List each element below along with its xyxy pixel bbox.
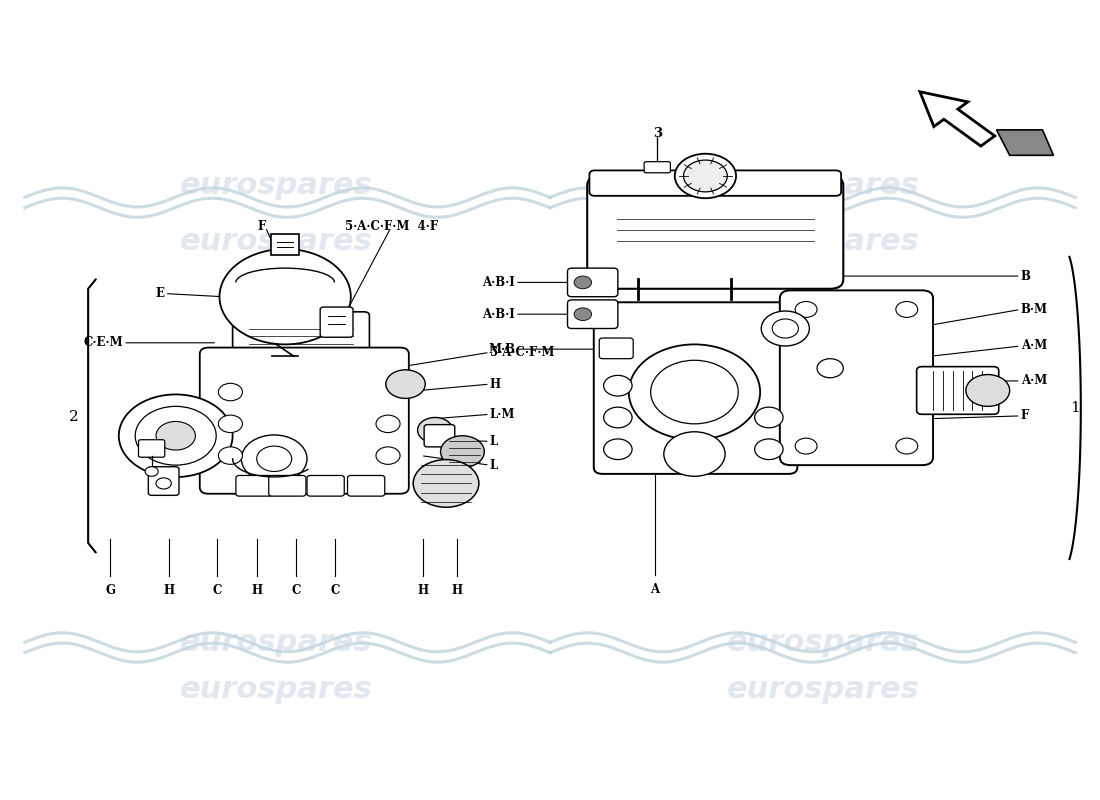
FancyBboxPatch shape [348, 475, 385, 496]
Circle shape [895, 438, 917, 454]
Text: H: H [490, 378, 500, 390]
Text: M·B: M·B [488, 342, 515, 356]
Circle shape [135, 406, 217, 465]
FancyBboxPatch shape [590, 170, 842, 196]
Text: B·M: B·M [1021, 303, 1047, 316]
FancyArrow shape [920, 92, 994, 146]
Circle shape [441, 436, 484, 467]
Text: eurospares: eurospares [180, 226, 373, 256]
Circle shape [604, 439, 632, 459]
FancyBboxPatch shape [600, 338, 634, 358]
Circle shape [674, 154, 736, 198]
Circle shape [795, 302, 817, 318]
Text: eurospares: eurospares [727, 226, 920, 256]
Circle shape [156, 478, 172, 489]
Text: B: B [1021, 270, 1031, 282]
Text: A·M: A·M [1021, 339, 1047, 353]
Circle shape [683, 160, 727, 192]
Circle shape [386, 370, 426, 398]
Text: 5·A·C·F·M: 5·A·C·F·M [490, 346, 554, 359]
Circle shape [145, 466, 158, 476]
Circle shape [817, 358, 844, 378]
Circle shape [220, 249, 351, 344]
Circle shape [755, 407, 783, 428]
Text: eurospares: eurospares [727, 628, 920, 657]
Circle shape [219, 415, 242, 433]
Polygon shape [997, 130, 1054, 155]
Text: A·M: A·M [1021, 374, 1047, 387]
Circle shape [376, 447, 400, 464]
Circle shape [119, 394, 232, 477]
Circle shape [574, 276, 592, 289]
FancyBboxPatch shape [916, 366, 999, 414]
FancyBboxPatch shape [320, 307, 353, 338]
Text: C: C [331, 584, 340, 597]
FancyBboxPatch shape [307, 475, 344, 496]
Text: 2: 2 [69, 410, 79, 425]
Circle shape [219, 383, 242, 401]
FancyBboxPatch shape [232, 312, 370, 358]
FancyBboxPatch shape [268, 475, 306, 496]
Circle shape [376, 415, 400, 433]
FancyBboxPatch shape [568, 268, 618, 297]
FancyBboxPatch shape [235, 475, 273, 496]
Text: 5·A·C·F·M  4·F: 5·A·C·F·M 4·F [344, 220, 438, 234]
FancyBboxPatch shape [645, 162, 670, 173]
Circle shape [418, 418, 452, 443]
FancyBboxPatch shape [587, 176, 844, 289]
Circle shape [966, 374, 1010, 406]
Circle shape [772, 319, 799, 338]
FancyBboxPatch shape [425, 425, 454, 447]
Text: L: L [490, 435, 498, 448]
FancyBboxPatch shape [148, 466, 179, 495]
Text: L·M: L·M [490, 408, 515, 421]
Text: C: C [292, 584, 300, 597]
Text: H: H [251, 584, 262, 597]
Text: H: H [418, 584, 429, 597]
Text: A·B·I: A·B·I [482, 308, 515, 321]
Circle shape [761, 311, 810, 346]
Text: eurospares: eurospares [180, 628, 373, 657]
Circle shape [574, 308, 592, 321]
Text: E: E [156, 287, 165, 300]
FancyBboxPatch shape [780, 290, 933, 465]
Text: F: F [257, 220, 265, 234]
Text: eurospares: eurospares [727, 171, 920, 200]
Circle shape [256, 446, 292, 471]
Circle shape [629, 344, 760, 440]
Circle shape [895, 302, 917, 318]
Circle shape [663, 432, 725, 476]
Circle shape [219, 447, 242, 464]
Circle shape [156, 422, 196, 450]
FancyBboxPatch shape [271, 234, 299, 254]
Circle shape [604, 375, 632, 396]
Text: eurospares: eurospares [180, 675, 373, 705]
Text: A: A [650, 582, 660, 595]
FancyBboxPatch shape [139, 440, 165, 457]
Text: H: H [451, 584, 462, 597]
Text: F: F [1021, 410, 1028, 422]
FancyBboxPatch shape [200, 347, 409, 494]
Text: 3: 3 [652, 126, 662, 139]
Circle shape [755, 439, 783, 459]
Circle shape [651, 360, 738, 424]
Circle shape [241, 435, 307, 482]
Circle shape [414, 459, 478, 507]
Text: C: C [212, 584, 222, 597]
Text: 1: 1 [1070, 401, 1079, 415]
Text: A·B·I: A·B·I [482, 276, 515, 289]
Text: eurospares: eurospares [180, 171, 373, 200]
FancyBboxPatch shape [568, 300, 618, 329]
Text: eurospares: eurospares [727, 675, 920, 705]
Text: L: L [490, 458, 498, 472]
FancyBboxPatch shape [594, 302, 798, 474]
Text: C·E·M: C·E·M [84, 336, 123, 350]
Text: G: G [104, 584, 116, 597]
Circle shape [795, 438, 817, 454]
Text: H: H [164, 584, 175, 597]
Circle shape [604, 407, 632, 428]
